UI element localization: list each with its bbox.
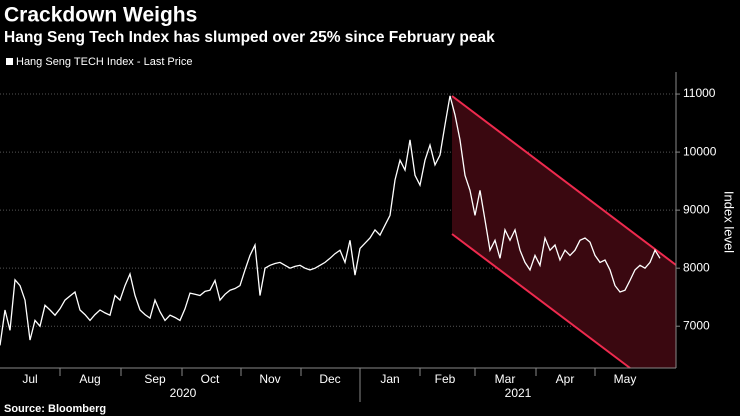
year-label: 2020 [170, 386, 197, 400]
channel-upper [451, 95, 677, 266]
x-tick-label: Jul [22, 372, 37, 386]
source: Source: Bloomberg [4, 403, 106, 415]
y-tick-label: 9000 [683, 202, 710, 216]
x-tick-label: Sep [144, 372, 166, 386]
x-tick-label: Aug [79, 372, 100, 386]
y-tick-label: 11000 [683, 86, 716, 100]
x-tick-label: Mar [495, 372, 516, 386]
chart-title: Crackdown Weighs [4, 4, 197, 27]
year-label: 2021 [505, 386, 532, 400]
chart-subtitle: Hang Seng Tech Index has slumped over 25… [4, 29, 495, 46]
y-axis-title: Index level [722, 191, 737, 253]
series-line [0, 95, 661, 346]
y-tick-label: 8000 [683, 260, 710, 274]
x-tick-label: May [614, 372, 637, 386]
month-dividers [59, 368, 596, 402]
channel-fill [452, 96, 676, 368]
channel-lower [451, 233, 631, 369]
y-tick-label: 7000 [683, 318, 710, 332]
x-tick-label: Oct [201, 372, 220, 386]
legend-swatch [6, 58, 13, 65]
x-tick-label: Nov [259, 372, 280, 386]
y-tick-label: 10000 [683, 144, 717, 158]
x-tick-label: Apr [556, 372, 575, 386]
x-tick-label: Dec [319, 372, 340, 386]
x-tick-label: Jan [380, 372, 399, 386]
legend-label: Hang Seng TECH Index - Last Price [16, 56, 193, 68]
x-tick-label: Feb [435, 372, 456, 386]
